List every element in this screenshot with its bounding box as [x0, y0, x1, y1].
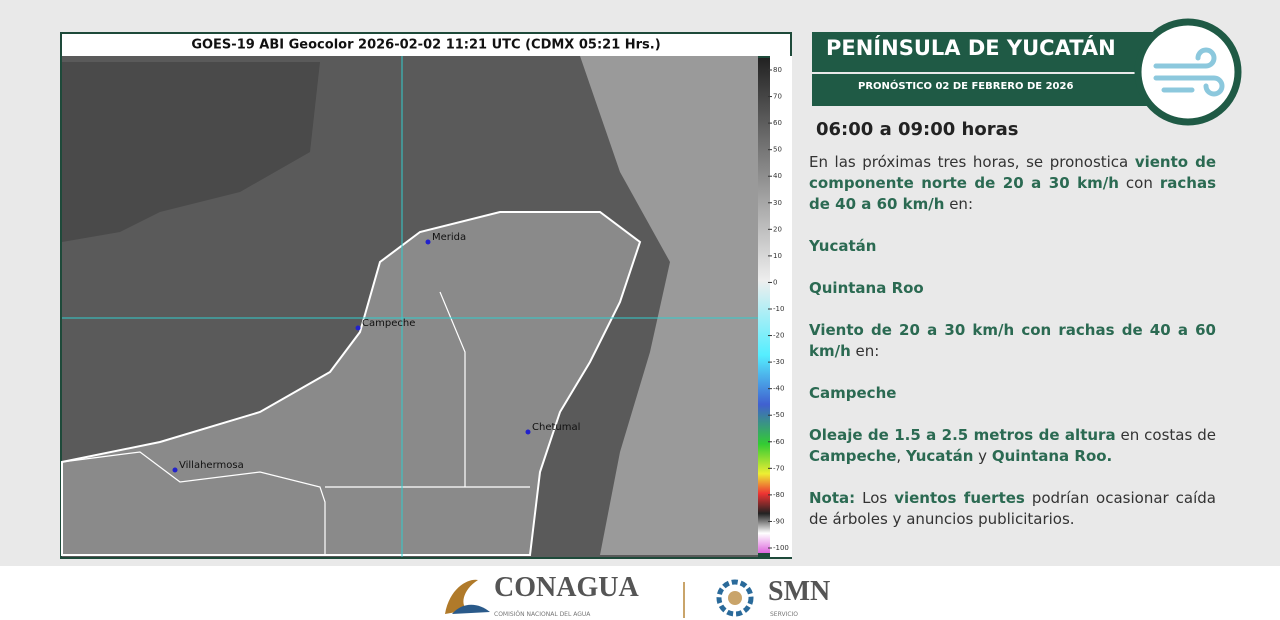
paragraph: Yucatán	[809, 236, 1216, 257]
highlight: Nota:	[809, 489, 856, 507]
satellite-image: GOES-19 ABI Geocolor 2026-02-02 11:21 UT…	[60, 32, 792, 559]
title-strip	[62, 34, 790, 56]
colorbar-tick-label: -40	[773, 385, 784, 393]
colorbar-tick-label: -70	[773, 464, 784, 472]
text: en:	[944, 195, 973, 213]
colorbar-tick-label: -30	[773, 358, 784, 366]
conagua-logo: CONAGUA	[494, 572, 639, 603]
colorbar-tick-label: 70	[773, 93, 782, 101]
colorbar-tick-label: 30	[773, 199, 782, 207]
paragraph: En las próximas tres horas, se pronostic…	[809, 152, 1216, 215]
colorbar	[758, 58, 770, 553]
colorbar-tick-label: 40	[773, 172, 782, 180]
banner: PENÍNSULA DE YUCATÁN PRONÓSTICO 02 DE FE…	[812, 32, 1172, 106]
colorbar-labels-bg	[770, 56, 792, 557]
highlight: vientos fuertes	[894, 489, 1025, 507]
text: en:	[850, 342, 880, 360]
text: en costas de	[1115, 426, 1217, 444]
colorbar-tick-label: -90	[773, 517, 784, 525]
city-label: Villahermosa	[179, 460, 244, 471]
paragraph: Quintana Roo	[809, 278, 1216, 299]
colorbar-tick-label: 80	[773, 66, 782, 74]
highlight: Quintana Roo	[809, 279, 924, 297]
wind-icon	[1134, 18, 1242, 126]
colorbar-tick-label: -80	[773, 491, 784, 499]
highlight: rachas de 40 a 60 km/h	[809, 174, 1216, 213]
divider	[812, 72, 1152, 74]
highlight: Viento de 20 a 30 km/h con rachas de 40 …	[809, 321, 1216, 360]
city-marker	[355, 325, 361, 331]
colorbar-tick-label: -50	[773, 411, 784, 419]
paragraph: Nota: Los vientos fuertes podrían ocasio…	[809, 488, 1216, 530]
colorbar-tick-label: -60	[773, 438, 784, 446]
colorbar-tick-label: 20	[773, 225, 782, 233]
text: podrían ocasionar caída de árboles y anu…	[809, 489, 1216, 528]
highlight: Yucatán	[809, 237, 877, 255]
colorbar-tick-label: -20	[773, 332, 784, 340]
colorbar-tick-label: 50	[773, 146, 782, 154]
forecast-heading: 06:00 a 09:00 horas	[816, 119, 1019, 140]
highlight: Yucatán	[905, 447, 974, 465]
paragraph: Campeche	[809, 383, 1216, 404]
colorbar-tick-label: 10	[773, 252, 782, 260]
colorbar-tick-label: 0	[773, 278, 777, 286]
border	[325, 291, 530, 488]
highlight: Campeche	[809, 447, 897, 465]
text: En las próximas tres horas, se pronostic…	[809, 153, 1135, 171]
paragraph: Oleaje de 1.5 a 2.5 metros de altura en …	[809, 425, 1216, 467]
smn-subtitle: SERVICIO	[770, 611, 798, 618]
text: con	[1118, 174, 1160, 192]
cloud	[62, 62, 320, 242]
text: y	[973, 447, 992, 465]
city-marker	[525, 429, 531, 435]
highlight: Oleaje de 1.5 a 2.5 metros de altura	[809, 426, 1116, 444]
city-label: Campeche	[362, 318, 415, 329]
colorbar-tick-label: -10	[773, 305, 784, 313]
conagua-subtitle: COMISIÓN NACIONAL DEL AGUA	[494, 611, 591, 618]
banner-subtitle: PRONÓSTICO 02 DE FEBRERO DE 2026	[858, 81, 1074, 92]
cloud	[580, 56, 758, 555]
highlight: Campeche	[809, 384, 897, 402]
city-marker	[425, 239, 431, 245]
banner-title: PENÍNSULA DE YUCATÁN	[826, 36, 1116, 60]
highlight: Quintana Roo.	[991, 447, 1113, 465]
colorbar-tick-label: -100	[773, 544, 789, 552]
image-title: GOES-19 ABI Geocolor 2026-02-02 11:21 UT…	[191, 38, 660, 53]
city-label: Merida	[432, 232, 466, 243]
city-marker	[172, 467, 178, 473]
forecast-text: En las próximas tres horas, se pronostic…	[809, 152, 1216, 551]
colorbar-tick-label: 60	[773, 119, 782, 127]
land	[61, 211, 642, 556]
border	[61, 451, 326, 555]
highlight: viento de componente norte de 20 a 30 km…	[809, 153, 1216, 192]
smn-logo: SMN	[768, 576, 830, 607]
text: ,	[896, 447, 906, 465]
text: Los	[855, 489, 895, 507]
city-label: Chetumal	[532, 422, 580, 433]
paragraph: Viento de 20 a 30 km/h con rachas de 40 …	[809, 320, 1216, 362]
footer: CONAGUA COMISIÓN NACIONAL DEL AGUA SMN S…	[445, 572, 830, 618]
